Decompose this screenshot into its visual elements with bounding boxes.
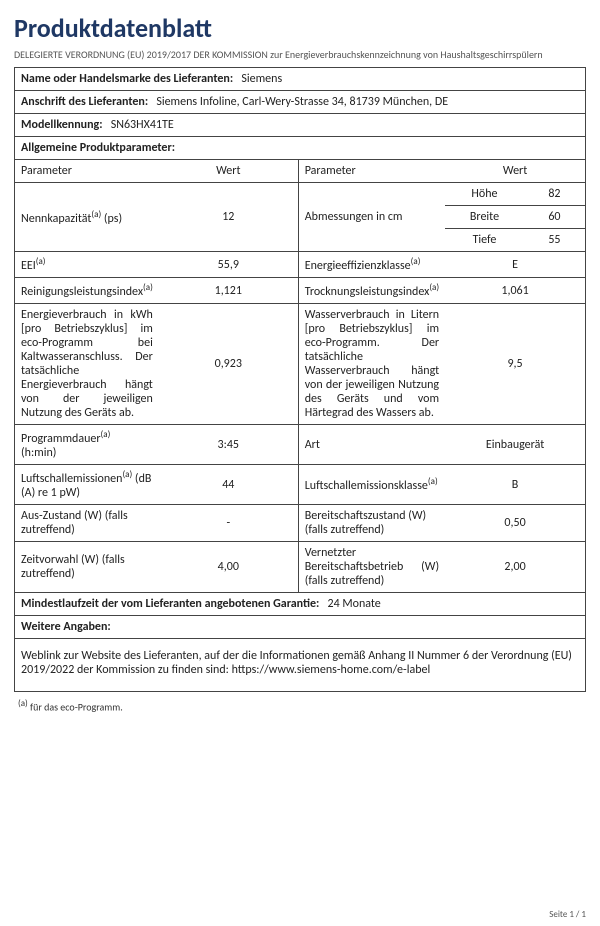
col-param-1: Parameter bbox=[15, 160, 159, 183]
dims-w-label: Breite bbox=[445, 206, 524, 229]
col-val-2: Wert bbox=[445, 160, 585, 183]
page-title: Produktdatenblatt bbox=[14, 12, 586, 44]
noise-value: 44 bbox=[159, 465, 298, 505]
warranty-value: 24 Monate bbox=[327, 597, 380, 611]
dims-d-value: 55 bbox=[524, 229, 586, 252]
eeclass-label: Energieeffizienzklasse(a) bbox=[298, 252, 445, 278]
noiseclass-value: B bbox=[445, 465, 585, 505]
product-table: Name oder Handelsmarke des Lieferanten: … bbox=[14, 67, 586, 692]
capacity-label: Nennkapazität(a) (ps) bbox=[15, 183, 159, 252]
regulation-text: DELEGIERTE VERORDNUNG (EU) 2019/2017 DER… bbox=[14, 48, 586, 61]
off-value: - bbox=[159, 505, 298, 542]
type-value: Einbaugerät bbox=[445, 425, 585, 465]
model-label: Modellkennung: bbox=[21, 118, 103, 132]
clean-value: 1,121 bbox=[159, 278, 298, 304]
progdur-label: Programmdauer(a) (h:min) bbox=[15, 425, 159, 465]
weblink-row: Weblink zur Website des Lieferanten, auf… bbox=[15, 639, 586, 692]
supplier-name-row: Name oder Handelsmarke des Lieferanten: … bbox=[15, 68, 586, 91]
warranty-row: Mindestlaufzeit der vom Lieferanten ange… bbox=[15, 593, 586, 616]
eeclass-value: E bbox=[445, 252, 585, 278]
eei-label: EEI(a) bbox=[15, 252, 159, 278]
dims-d-label: Tiefe bbox=[445, 229, 524, 252]
standby-value: 0,50 bbox=[445, 505, 585, 542]
off-label: Aus-Zustand (W) (falls zutreffend) bbox=[15, 505, 159, 542]
warranty-label: Mindestlaufzeit der vom Lieferanten ange… bbox=[21, 597, 319, 611]
more-label: Weitere Angaben: bbox=[15, 616, 586, 639]
supplier-name: Siemens bbox=[241, 72, 282, 86]
footnote: (a) für das eco-Programm. bbox=[14, 692, 586, 719]
dry-value: 1,061 bbox=[445, 278, 585, 304]
type-label: Art bbox=[298, 425, 445, 465]
supplier-addr: Siemens Infoline, Carl-Wery-Strasse 34, … bbox=[156, 95, 448, 109]
eei-value: 55,9 bbox=[159, 252, 298, 278]
delay-label: Zeitvorwahl (W) (falls zutreffend) bbox=[15, 542, 159, 593]
netstandby-value: 2,00 bbox=[445, 542, 585, 593]
energy-value: 0,923 bbox=[159, 304, 298, 425]
col-val-1: Wert bbox=[159, 160, 298, 183]
delay-value: 4,00 bbox=[159, 542, 298, 593]
col-param-2: Parameter bbox=[298, 160, 445, 183]
dry-label: Trocknungsleistungsindex(a) bbox=[298, 278, 445, 304]
noise-label: Luftschallemissionen(a) (dB (A) re 1 pW) bbox=[15, 465, 159, 505]
dims-label: Abmessungen in cm bbox=[298, 183, 445, 252]
model-row: Modellkennung: SN63HX41TE bbox=[15, 114, 586, 137]
netstandby-label: Vernetzter Bereitschaftsbetrieb (W) (fal… bbox=[298, 542, 445, 593]
dims-h-value: 82 bbox=[524, 183, 586, 206]
clean-label: Reinigungsleistungsindex(a) bbox=[15, 278, 159, 304]
noiseclass-label: Luftschallemissionsklasse(a) bbox=[298, 465, 445, 505]
dims-w-value: 60 bbox=[524, 206, 586, 229]
water-label: Wasserverbrauch in Litern [pro Betriebsz… bbox=[298, 304, 445, 425]
general-params-label: Allgemeine Produktparameter: bbox=[15, 137, 586, 160]
water-value: 9,5 bbox=[445, 304, 585, 425]
page-number: Seite 1 / 1 bbox=[549, 909, 586, 920]
progdur-value: 3:45 bbox=[159, 425, 298, 465]
supplier-name-label: Name oder Handelsmarke des Lieferanten: bbox=[21, 72, 233, 86]
supplier-addr-row: Anschrift des Lieferanten: Siemens Infol… bbox=[15, 91, 586, 114]
standby-label: Bereitschaftszustand (W) (falls zutreffe… bbox=[298, 505, 445, 542]
model-value: SN63HX41TE bbox=[111, 118, 174, 132]
dims-h-label: Höhe bbox=[445, 183, 524, 206]
energy-label: Energieverbrauch in kWh [pro Betriebszyk… bbox=[15, 304, 159, 425]
capacity-value: 12 bbox=[159, 183, 298, 252]
supplier-addr-label: Anschrift des Lieferanten: bbox=[21, 95, 148, 109]
